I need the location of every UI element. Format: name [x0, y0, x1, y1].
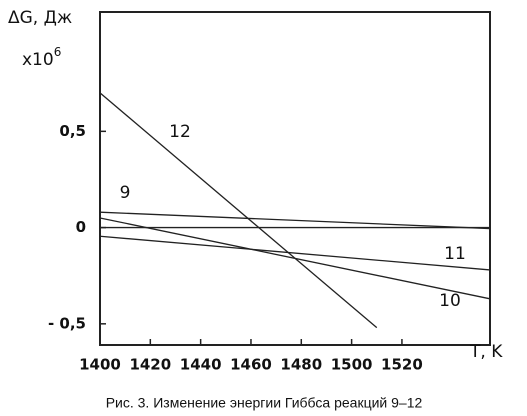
x-tick-label: 1420: [129, 356, 171, 374]
y-multiplier-base: x10: [22, 50, 54, 70]
plot-frame: [99, 11, 491, 346]
series-label: 10: [439, 291, 461, 311]
y-multiplier-exponent: 6: [54, 45, 62, 59]
x-axis-label: T, K: [469, 342, 503, 362]
x-tick-label: 1400: [79, 356, 121, 374]
x-tick-label: 1520: [381, 356, 423, 374]
series-line: [99, 92, 378, 329]
x-tick-label: 1500: [331, 356, 373, 374]
series-label: 11: [444, 244, 466, 264]
series-line: [99, 211, 491, 230]
x-tick-label: 1460: [230, 356, 272, 374]
y-multiplier: x106: [22, 45, 61, 71]
y-axis-label: ΔG, Дж: [8, 8, 72, 28]
series-label: 9: [120, 183, 131, 203]
x-tick-label: 1480: [280, 356, 322, 374]
y-tick-label: - 0,5: [48, 314, 86, 332]
x-tick-label: 1440: [180, 356, 222, 374]
series-label: 12: [169, 122, 191, 142]
series-line: [99, 235, 491, 271]
series-line: [99, 217, 491, 300]
caption: Рис. 3. Изменение энергии Гиббса реакций…: [106, 395, 423, 411]
y-tick-label: 0,5: [59, 122, 86, 140]
y-tick-label: 0: [76, 218, 86, 236]
